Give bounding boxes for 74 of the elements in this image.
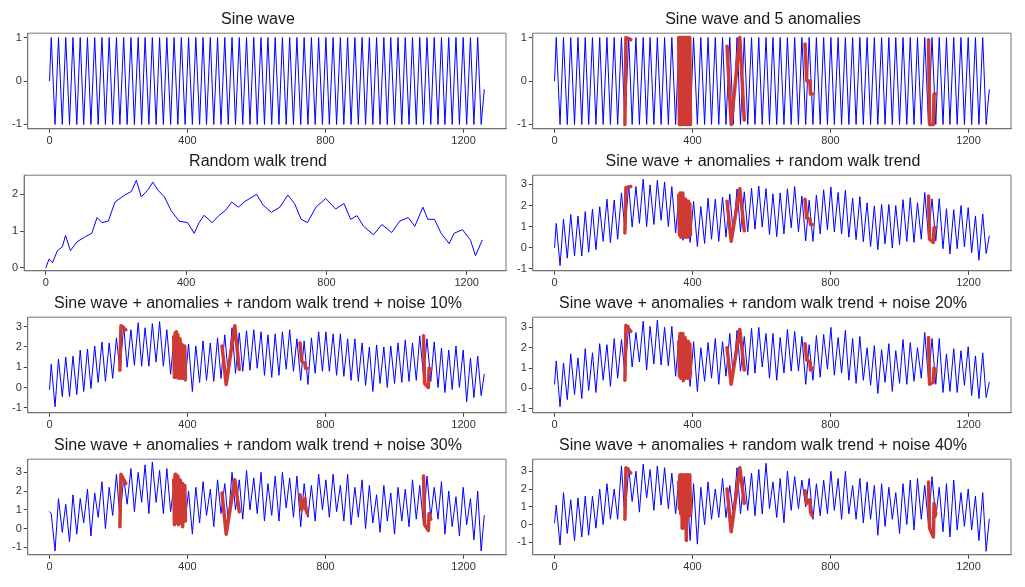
y-tick-label: 3	[520, 464, 527, 477]
y-tick-label: 1	[520, 30, 527, 43]
chart-title: Sine wave + anomalies + random walk trend	[605, 152, 921, 170]
x-tick-label: 800	[316, 134, 335, 147]
y-tick-label: 2	[520, 482, 527, 495]
chart-title: Sine wave + anomalies + random walk trend + noise 10%	[54, 294, 462, 312]
y-tick-label: 1	[520, 361, 527, 374]
y-tick-label: 3	[15, 465, 22, 478]
y-tick-label: 1	[15, 502, 22, 515]
x-tick-label: 400	[683, 418, 702, 431]
x-tick-label: 0	[46, 560, 53, 573]
y-tick-label: 2	[520, 198, 527, 211]
y-tick-label: 0	[520, 240, 527, 253]
x-tick-label: 800	[316, 418, 335, 431]
x-tick-label: 800	[316, 560, 335, 573]
y-tick-label: 0	[15, 521, 22, 534]
x-tick-label: 400	[683, 134, 702, 147]
x-tick-label: 0	[551, 418, 558, 431]
x-tick-label: 1200	[956, 560, 981, 573]
y-tick-label: -1	[517, 117, 527, 130]
x-tick-label: 1200	[451, 560, 476, 573]
y-tick-label: 0	[520, 74, 527, 87]
x-tick-label: 0	[551, 276, 558, 289]
x-tick-label: 0	[46, 134, 53, 147]
y-tick-label: 0	[15, 380, 22, 393]
chart-title: Random walk trend	[189, 152, 327, 170]
y-tick-label: -1	[12, 400, 22, 413]
y-tick-label: 2	[11, 187, 19, 200]
y-tick-label: -1	[12, 117, 22, 130]
y-tick-label: 1	[520, 499, 527, 512]
chart-title: Sine wave + anomalies + random walk trend + noise 20%	[559, 294, 967, 312]
x-tick-label: 800	[821, 418, 840, 431]
x-tick-label: 800	[821, 276, 840, 289]
y-tick-label: -1	[517, 535, 527, 548]
x-tick-label: 0	[46, 418, 53, 431]
y-tick-label: 0	[11, 260, 19, 273]
x-tick-label: 1200	[451, 134, 476, 147]
y-tick-label: 0	[15, 74, 22, 87]
y-tick-label: -1	[517, 261, 527, 274]
x-tick-label: 400	[176, 276, 196, 289]
x-tick-label: 800	[821, 560, 840, 573]
chart-title: Sine wave + anomalies + random walk trend + noise 30%	[54, 436, 462, 454]
y-tick-label: -1	[517, 401, 527, 414]
x-tick-label: 0	[42, 276, 49, 289]
y-tick-label: 3	[15, 319, 22, 332]
y-tick-label: 2	[15, 484, 22, 497]
y-tick-label: 2	[520, 340, 527, 353]
y-tick-label: 3	[520, 320, 527, 333]
y-tick-label: -1	[12, 540, 22, 553]
x-tick-label: 400	[178, 560, 197, 573]
x-tick-label: 1200	[956, 418, 981, 431]
x-tick-label: 800	[821, 134, 840, 147]
chart-title: Sine wave + anomalies + random walk trend + noise 40%	[559, 436, 967, 454]
y-tick-label: 0	[520, 517, 527, 530]
y-tick-label: 1	[11, 224, 19, 237]
x-tick-label: 800	[317, 276, 336, 289]
x-tick-label: 400	[178, 418, 197, 431]
y-tick-label: 0	[520, 381, 527, 394]
x-tick-label: 400	[683, 560, 702, 573]
x-tick-label: 1200	[956, 134, 981, 147]
chart-title: Sine wave and 5 anomalies	[665, 10, 861, 28]
x-tick-label: 1200	[454, 276, 479, 289]
x-tick-label: 1200	[451, 418, 476, 431]
y-tick-label: 2	[15, 340, 22, 352]
chart-title: Sine wave	[221, 10, 296, 28]
y-tick-label: 1	[520, 219, 527, 232]
y-tick-label: 1	[15, 360, 22, 373]
x-tick-label: 400	[683, 276, 702, 289]
x-tick-label: 0	[551, 560, 558, 573]
y-tick-label: 1	[15, 30, 22, 43]
x-tick-label: 400	[178, 134, 197, 147]
x-tick-label: 0	[551, 134, 558, 147]
x-tick-label: 1200	[956, 276, 981, 289]
y-tick-label: 3	[520, 177, 527, 190]
